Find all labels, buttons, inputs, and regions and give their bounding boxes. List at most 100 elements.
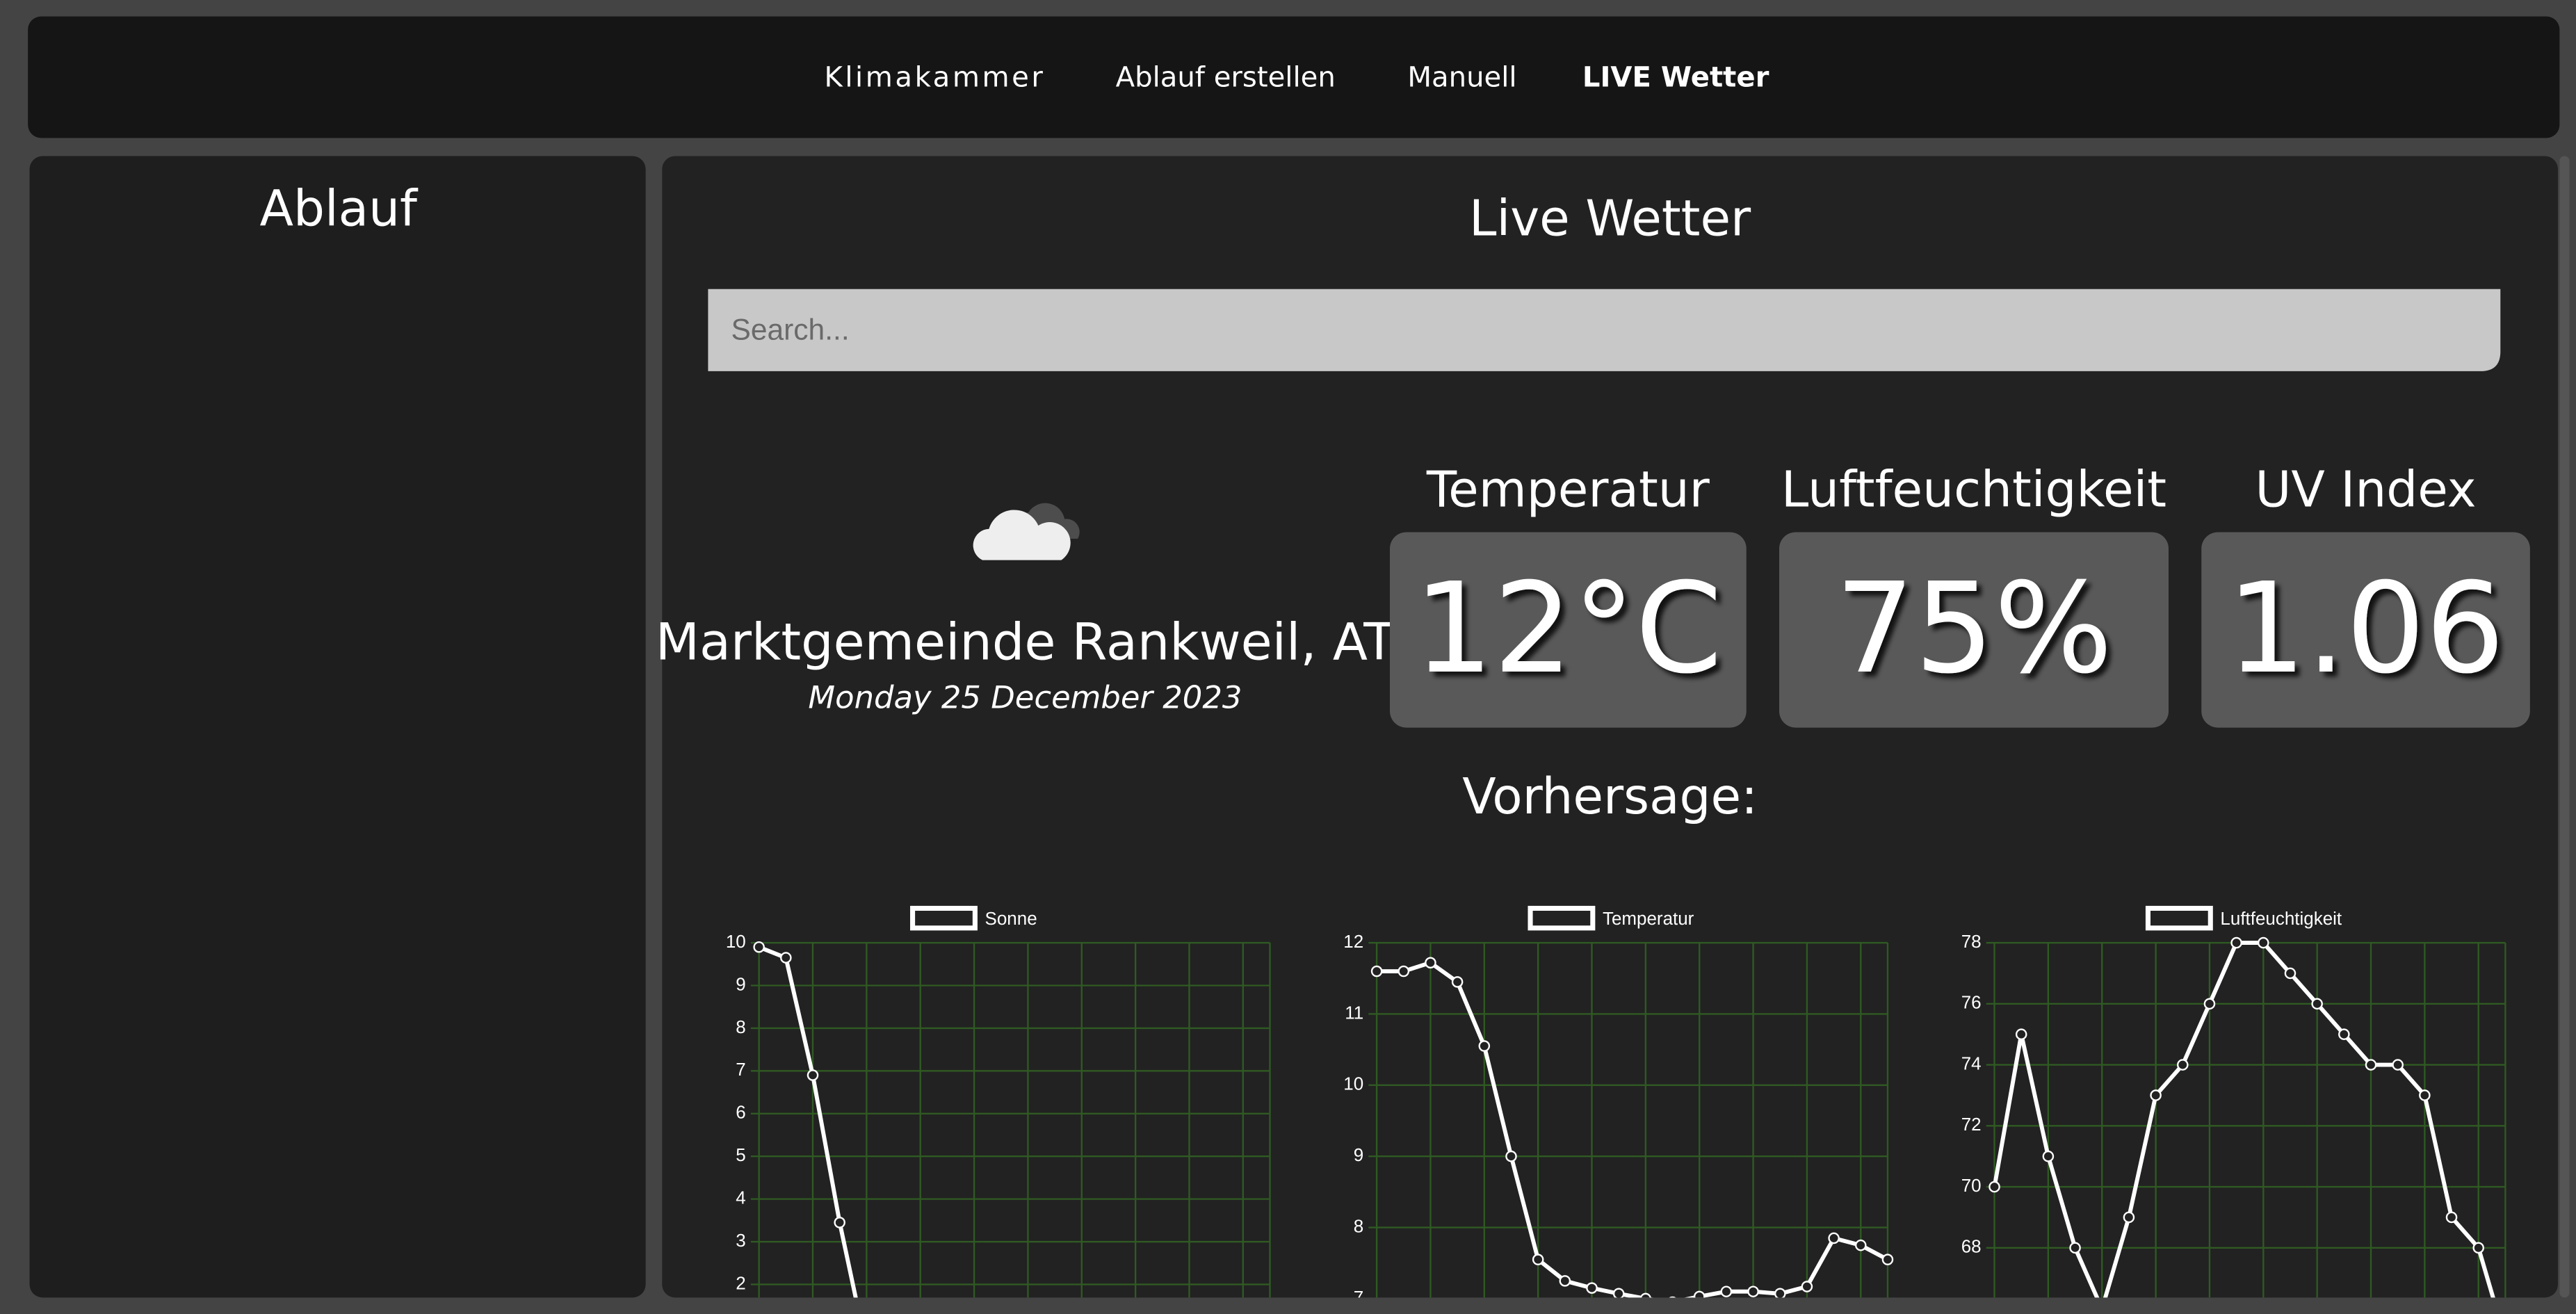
date: Monday 25 December 2023 — [808, 679, 1242, 715]
data-point — [1693, 1290, 1706, 1298]
nav-link[interactable]: Klimakammer — [824, 61, 1045, 93]
legend-swatch — [910, 905, 978, 931]
data-point — [2123, 1211, 2135, 1224]
y-tick-label: 10 — [726, 931, 746, 952]
data-point — [1398, 965, 1410, 978]
data-point — [1667, 1296, 1678, 1298]
data-point — [1586, 1282, 1598, 1294]
legend-label: Sonne — [985, 908, 1037, 929]
data-point — [2284, 967, 2296, 980]
nav-link-active[interactable]: LIVE Wetter — [1582, 61, 1769, 93]
data-point — [1532, 1254, 1544, 1265]
y-tick-label: 6 — [736, 1102, 745, 1123]
y-tick-label: 12 — [1343, 931, 1363, 952]
data-point — [2392, 1059, 2404, 1071]
data-point — [1881, 1254, 1894, 1265]
navbar — [28, 16, 2560, 138]
data-point — [1451, 976, 1464, 988]
card-value: 1.06 — [2227, 556, 2505, 701]
data-point — [2338, 1028, 2350, 1040]
y-tick-label: 78 — [1961, 931, 1982, 952]
weather-icon — [973, 503, 1080, 560]
data-point — [1559, 1275, 1571, 1287]
data-point — [2015, 1028, 2027, 1040]
data-point — [2203, 998, 2216, 1010]
y-tick-label: 70 — [1961, 1175, 1982, 1196]
y-tick-label: 2 — [736, 1272, 745, 1293]
y-tick-label: 74 — [1961, 1053, 1982, 1073]
y-tick-label: 4 — [736, 1187, 745, 1208]
data-point — [807, 1069, 819, 1081]
data-point — [1988, 1181, 2000, 1193]
scrollbar — [2559, 156, 2570, 1298]
data-point — [1370, 965, 1383, 978]
sidebar — [29, 156, 646, 1298]
y-tick-label: 11 — [1345, 1002, 1363, 1023]
legend-swatch — [2145, 905, 2213, 931]
y-tick-label: 9 — [1354, 1144, 1363, 1165]
card — [1779, 532, 2169, 728]
data-point — [1855, 1239, 1867, 1251]
card-label: Luftfeuchtigkeit — [1781, 460, 2166, 518]
main-title: Live Wetter — [1469, 189, 1751, 247]
data-point — [780, 952, 792, 964]
data-point — [1720, 1285, 1733, 1297]
y-tick-label: 7 — [736, 1059, 745, 1080]
line-chart: 6466687072747678Luftfeuchtigkeit — [1961, 905, 2508, 1314]
card-value: 75% — [1835, 556, 2112, 701]
data-point — [1639, 1292, 1652, 1298]
legend-label: Luftfeuchtigkeit — [2220, 908, 2342, 929]
data-point — [2311, 998, 2323, 1010]
card-label: Temperatur — [1426, 460, 1710, 518]
data-point — [2445, 1211, 2458, 1224]
line-series — [758, 945, 1270, 1298]
y-tick-label: 5 — [736, 1144, 745, 1165]
y-tick-label: 72 — [1961, 1114, 1982, 1135]
data-point — [1828, 1232, 1840, 1244]
location: Marktgemeinde Rankweil, AT — [656, 613, 1395, 672]
data-point — [2069, 1242, 2081, 1254]
data-point — [2230, 936, 2242, 949]
card-label: UV Index — [2255, 460, 2477, 518]
search-placeholder: Search... — [731, 314, 849, 346]
data-point — [1801, 1281, 1813, 1292]
data-point — [1774, 1288, 1786, 1298]
line-chart: 6789101112Temperatur — [1343, 905, 1894, 1308]
data-point — [1747, 1285, 1759, 1297]
legend-swatch — [1528, 905, 1596, 931]
data-point — [2419, 1089, 2431, 1101]
data-point — [1425, 957, 1436, 969]
nav-link[interactable]: Ablauf erstellen — [1116, 61, 1336, 93]
y-tick-label: 7 — [1354, 1287, 1363, 1308]
forecast-title: Vorhersage: — [1462, 768, 1758, 825]
y-tick-label: 9 — [736, 973, 745, 994]
y-tick-label: 76 — [1961, 992, 1982, 1013]
y-tick-label: 66 — [1961, 1297, 1982, 1314]
data-point — [753, 941, 765, 953]
data-point — [2365, 1059, 2377, 1071]
y-tick-label: 68 — [1961, 1236, 1982, 1257]
y-tick-label: 8 — [1354, 1215, 1363, 1236]
line-chart: 012345678910Sonne — [726, 905, 1271, 1298]
data-point — [2258, 936, 2269, 949]
data-point — [834, 1217, 845, 1228]
card — [1389, 532, 1747, 728]
data-point — [1505, 1150, 1517, 1162]
data-point — [2177, 1059, 2189, 1071]
y-tick-label: 8 — [736, 1016, 745, 1037]
line-series — [1992, 941, 2508, 1298]
nav-link[interactable]: Manuell — [1407, 61, 1516, 93]
data-point — [2150, 1089, 2162, 1101]
data-point — [2042, 1150, 2055, 1162]
legend-label: Temperatur — [1603, 908, 1694, 929]
data-point — [2472, 1242, 2484, 1254]
y-tick-label: 10 — [1343, 1073, 1363, 1094]
data-point — [1612, 1288, 1625, 1298]
y-tick-label: 3 — [736, 1230, 745, 1251]
card-value: 12°C — [1414, 556, 1723, 701]
search-input[interactable] — [708, 289, 2501, 371]
card — [2201, 532, 2530, 728]
sidebar-title: Ablauf — [260, 179, 419, 237]
data-point — [1478, 1040, 1491, 1052]
